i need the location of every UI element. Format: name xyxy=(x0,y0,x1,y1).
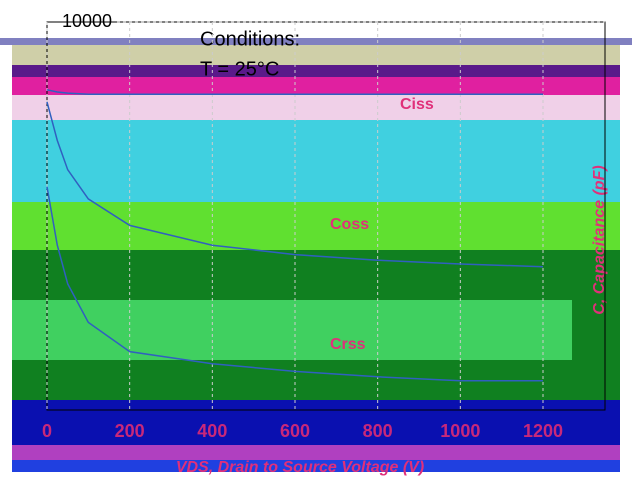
x-tick-label: 600 xyxy=(280,421,310,441)
series-line xyxy=(46,186,543,382)
series-line xyxy=(46,101,544,268)
band xyxy=(12,400,620,445)
annotation: T = 25°C xyxy=(200,58,279,80)
band xyxy=(0,38,632,45)
x-tick-label: 1000 xyxy=(440,421,480,441)
band xyxy=(12,120,620,202)
band xyxy=(12,202,620,250)
y-tick-label: 10000 xyxy=(62,11,112,31)
band xyxy=(12,95,620,120)
x-tick-label: 1200 xyxy=(523,421,563,441)
series-label: Crss xyxy=(330,336,366,353)
x-tick-label: 400 xyxy=(197,421,227,441)
band xyxy=(12,65,620,77)
x-tick-label: 800 xyxy=(363,421,393,441)
band xyxy=(12,45,620,65)
y-axis-label: C, Capacitance (pF) xyxy=(591,165,608,314)
x-axis-label: VDS, Drain to Source Voltage (V) xyxy=(176,459,424,476)
band xyxy=(12,460,620,472)
band xyxy=(12,445,620,460)
series-line xyxy=(46,89,543,95)
series-label: Ciss xyxy=(400,96,434,113)
band xyxy=(12,300,572,360)
annotation: Conditions: xyxy=(200,28,300,50)
x-tick-label: 0 xyxy=(42,421,52,441)
x-tick-label: 200 xyxy=(115,421,145,441)
series-label: Coss xyxy=(330,216,369,233)
glitch-bands xyxy=(0,38,632,472)
band xyxy=(12,77,620,95)
